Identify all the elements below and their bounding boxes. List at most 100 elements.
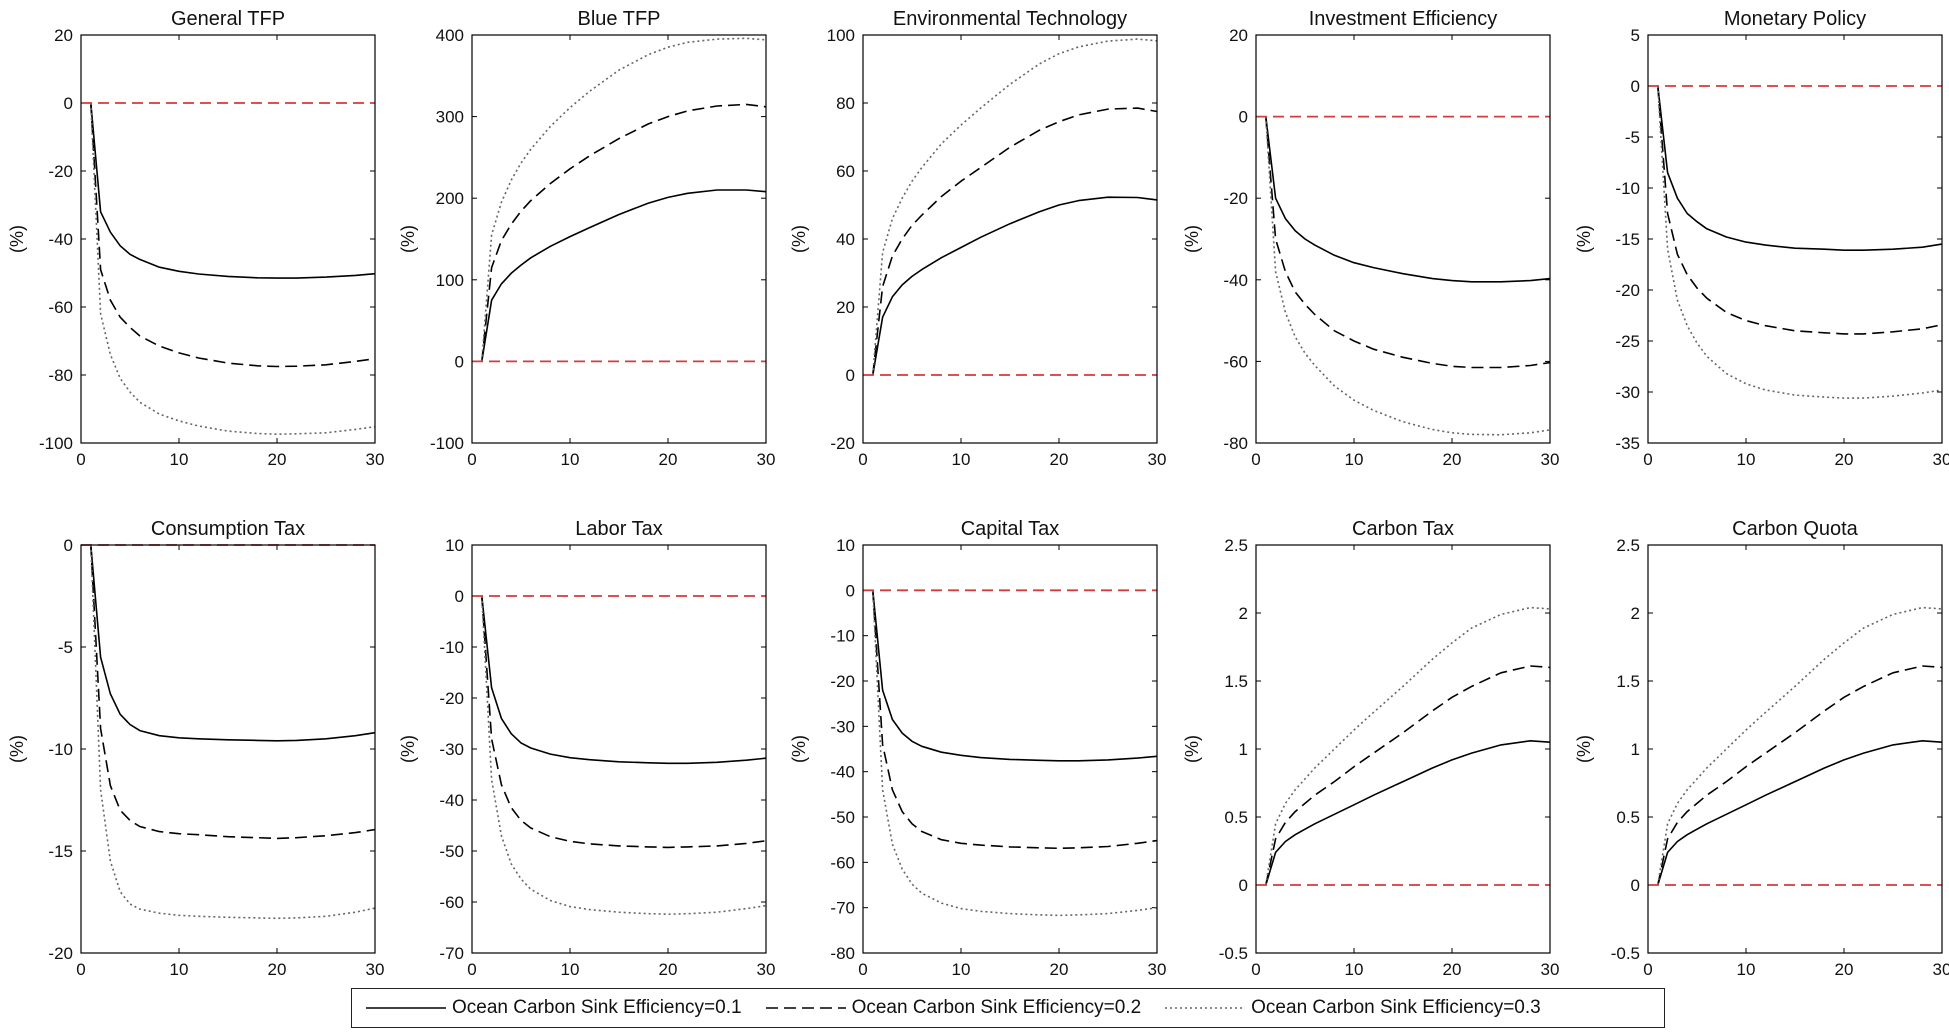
y-tick-label: 0: [455, 352, 464, 371]
subplot-10: Carbon Quota(%)0 10 20 30-0.500.511.522.5: [1574, 518, 1949, 979]
series-line-3: [872, 590, 1158, 917]
series-line-2: [90, 102, 376, 368]
y-axis-label: (%): [1574, 735, 1594, 763]
y-tick-label: 100: [436, 271, 464, 290]
x-tick-label: 10: [1737, 960, 1756, 979]
y-tick-label: -60: [1223, 352, 1248, 371]
y-tick-label: -60: [830, 853, 855, 872]
chart-grid: General TFP(%)0 10 20 30-100-80-60-40-20020…: [7, 8, 1949, 979]
y-tick-label: 1.5: [1616, 672, 1640, 691]
series-line-2: [481, 103, 767, 362]
y-tick-label: 10: [445, 536, 464, 555]
series-line-2: [90, 544, 376, 840]
x-tick-label: 0: [467, 960, 476, 979]
y-tick-label: 0: [1631, 876, 1640, 895]
y-tick-label: -20: [48, 944, 73, 963]
y-tick-label: -15: [48, 842, 73, 861]
series-line-3: [1657, 85, 1943, 399]
y-tick-label: 1.5: [1224, 672, 1248, 691]
axes-box: [1647, 544, 1943, 954]
y-tick-label: 0: [846, 366, 855, 385]
x-tick-label: 30: [366, 450, 385, 469]
x-tick-label: 0: [76, 960, 85, 979]
y-tick-label: 0: [455, 587, 464, 606]
y-tick-label: -20: [830, 672, 855, 691]
axes-box: [862, 34, 1158, 444]
y-axis-label: (%): [7, 735, 27, 763]
subplot-title: Investment Efficiency: [1309, 8, 1498, 30]
y-tick-label: 2: [1631, 604, 1640, 623]
legend-swatch-solid: [366, 1007, 446, 1009]
x-tick-label: 0: [467, 450, 476, 469]
subplot-6: Consumption Tax (%) 0 10 20 30 -20 -15 -10 -5 0: [7, 518, 384, 979]
y-tick-label: 0.5: [1616, 808, 1640, 827]
series-line-2: [1657, 85, 1943, 335]
x-tick-label: 20: [659, 450, 678, 469]
x-tick-label: 10: [561, 960, 580, 979]
y-tick-label: -80: [1223, 434, 1248, 453]
x-tick-label: 0: [1251, 960, 1260, 979]
y-tick-label: -25: [1615, 332, 1640, 351]
y-tick-label: 0.5: [1224, 808, 1248, 827]
legend-swatch-dashed: [765, 1007, 846, 1009]
series-line-1: [872, 590, 1158, 762]
x-tick-label: 20: [1443, 450, 1462, 469]
y-tick-label: -5: [58, 638, 73, 657]
y-tick-label: 0: [1631, 77, 1640, 96]
y-tick-label: 400: [436, 26, 464, 45]
x-tick-label: 30: [757, 960, 776, 979]
series-line-1: [90, 102, 376, 279]
subplot-title: Capital Tax: [961, 518, 1060, 540]
subplot-title: Carbon Quota: [1732, 518, 1859, 540]
x-tick-label: 30: [1933, 960, 1949, 979]
series-line-3: [481, 595, 767, 916]
series-line-3: [1265, 116, 1551, 436]
series-line-1: [1657, 85, 1943, 251]
y-axis-label: (%): [1574, 225, 1594, 253]
series-line-1: [1265, 739, 1551, 886]
axes-box: [1255, 544, 1551, 954]
x-tick-label: 10: [952, 450, 971, 469]
legend-label: Ocean Carbon Sink Efficiency=0.2: [851, 997, 1142, 1018]
x-tick-label: 20: [268, 960, 287, 979]
y-tick-label: -10: [439, 638, 464, 657]
y-tick-label: 300: [436, 108, 464, 127]
x-tick-label: 0: [1251, 450, 1260, 469]
y-tick-label: -80: [830, 944, 855, 963]
x-tick-label: 10: [170, 450, 189, 469]
subplot-title: Environmental Technology: [893, 8, 1127, 30]
x-tick-label: 30: [1933, 450, 1949, 469]
x-tick-label: 10: [952, 960, 971, 979]
y-tick-label: -0.5: [1611, 944, 1640, 963]
y-tick-label: -50: [439, 842, 464, 861]
subplot-8: Capital Tax (%) 0 10 20 30 -80 -70 -60 -50 -40 -30 -…: [789, 518, 1166, 979]
subplot-1: General TFP (%) 0 10 20 30 -100 -80 -60 -40 -20 0 20: [7, 8, 384, 469]
y-tick-label: -20: [830, 434, 855, 453]
x-tick-label: 20: [1443, 960, 1462, 979]
legend-item-0-3: Ocean Carbon Sink Efficiency=0.3: [1165, 997, 1541, 1019]
y-tick-label: 0: [1239, 108, 1248, 127]
subplot-title: Monetary Policy: [1724, 8, 1866, 30]
x-tick-label: 30: [1148, 960, 1167, 979]
x-tick-label: 10: [1345, 450, 1364, 469]
y-tick-label: -100: [430, 434, 464, 453]
y-tick-label: -70: [830, 899, 855, 918]
legend-item-0-1: Ocean Carbon Sink Efficiency=0.1: [366, 997, 742, 1019]
y-tick-label: -40: [48, 230, 73, 249]
axes-box: [1255, 34, 1551, 444]
y-axis-label: (%): [1182, 225, 1202, 253]
legend: Ocean Carbon Sink Efficiency=0.1 Ocean C…: [351, 988, 1665, 1028]
series-line-1: [1265, 116, 1551, 283]
x-tick-label: 0: [76, 450, 85, 469]
series-line-3: [1657, 606, 1943, 886]
x-tick-label: 10: [561, 450, 580, 469]
series-line-2: [1265, 665, 1551, 886]
axes-box: [1647, 34, 1943, 444]
y-tick-label: -30: [830, 717, 855, 736]
y-tick-label: -40: [439, 791, 464, 810]
y-tick-label: 40: [836, 230, 855, 249]
y-tick-label: -10: [1615, 179, 1640, 198]
subplot-3: Environmental Technology(%)0 10 20 30-20020…: [789, 8, 1166, 469]
x-tick-label: 30: [1541, 450, 1560, 469]
